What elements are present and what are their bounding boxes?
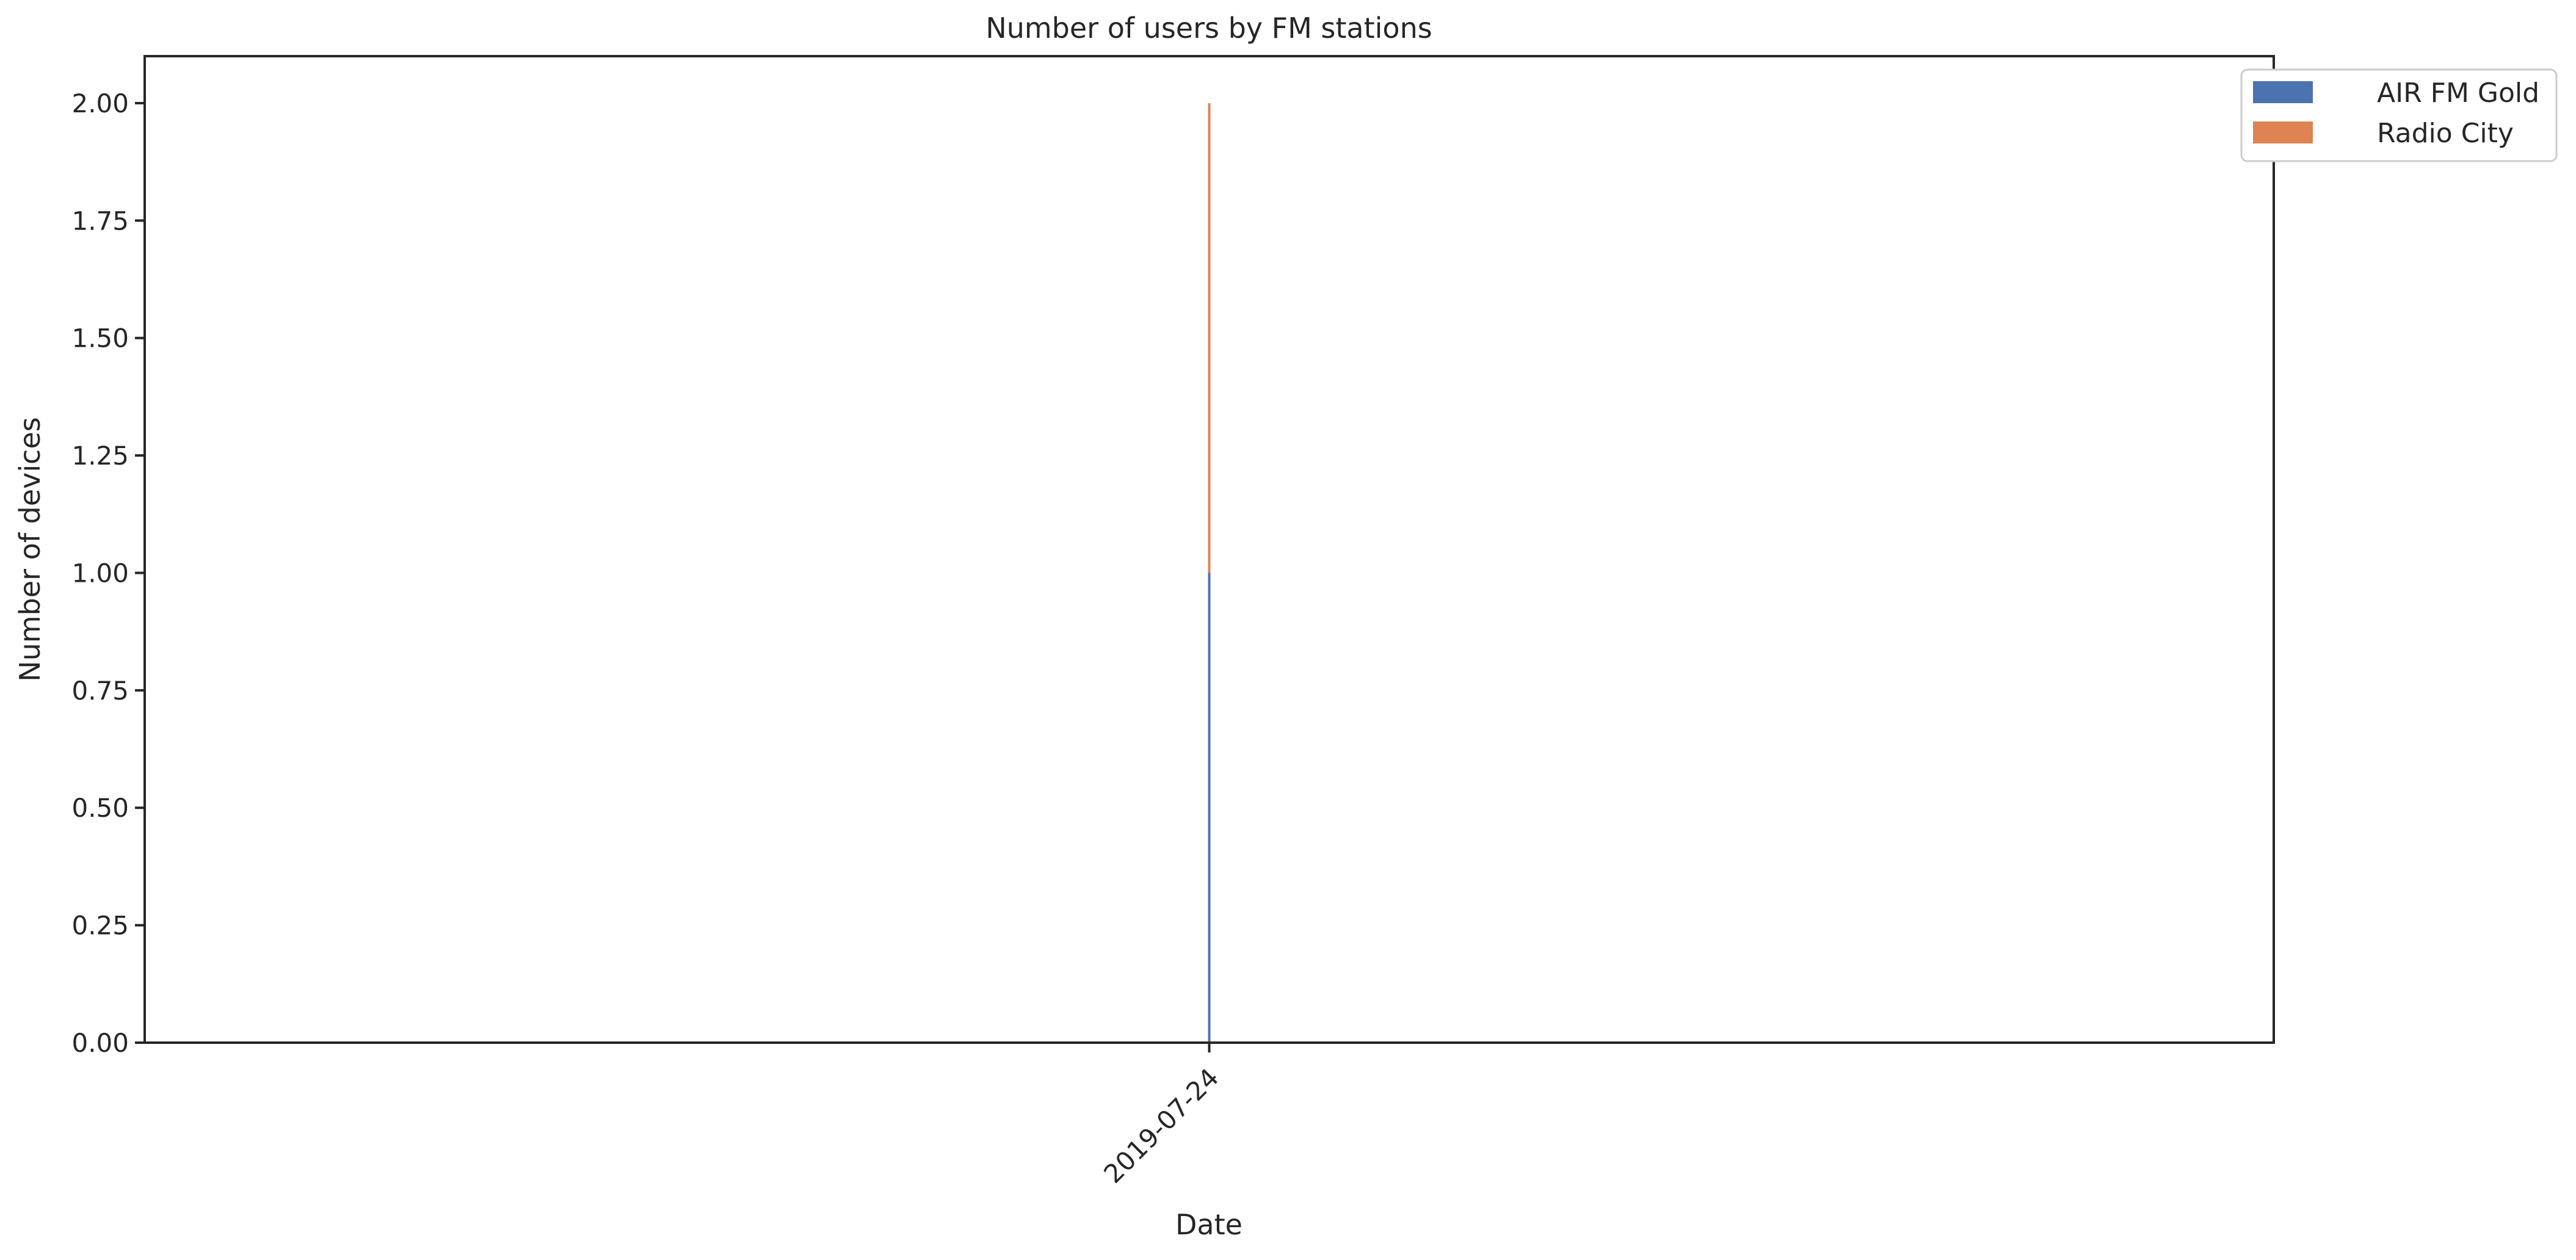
y-tick-label: 0.50: [71, 793, 129, 823]
x-axis-label: Date: [1175, 1208, 1243, 1241]
x-tick-label: 2019-07-24: [1098, 1062, 1224, 1189]
y-tick-label: 2.00: [71, 89, 129, 118]
y-tick-label: 1.00: [71, 558, 129, 588]
legend-label: AIR FM Gold: [2377, 78, 2539, 109]
bars: [1208, 103, 1211, 1043]
bar-radio-city: [1208, 103, 1211, 573]
y-tick-label: 0.25: [71, 911, 129, 941]
bar-air-fm-gold: [1208, 573, 1211, 1043]
y-tick-label: 0.75: [71, 676, 129, 706]
x-axis-ticks: 2019-07-24: [1098, 1043, 1225, 1189]
legend-box: [2240, 68, 2558, 162]
legend-swatch: [2253, 121, 2313, 143]
y-tick-label: 0.00: [71, 1028, 129, 1058]
plot-frame: [143, 55, 2275, 1044]
y-axis-label: Number of devices: [13, 417, 46, 681]
legend-label: Radio City: [2377, 118, 2514, 149]
y-tick-label: 1.75: [71, 206, 129, 236]
y-axis-ticks: 0.00 0.25 0.50 0.75 1.00 1.25 1.50 1.75 2.00: [71, 89, 145, 1058]
y-tick-label: 1.25: [71, 441, 129, 471]
chart-title: Number of users by FM stations: [985, 12, 1432, 45]
legend: AIR FM Gold Radio City: [2240, 68, 2558, 162]
y-tick-label: 1.50: [71, 324, 129, 353]
legend-swatch: [2253, 81, 2313, 103]
